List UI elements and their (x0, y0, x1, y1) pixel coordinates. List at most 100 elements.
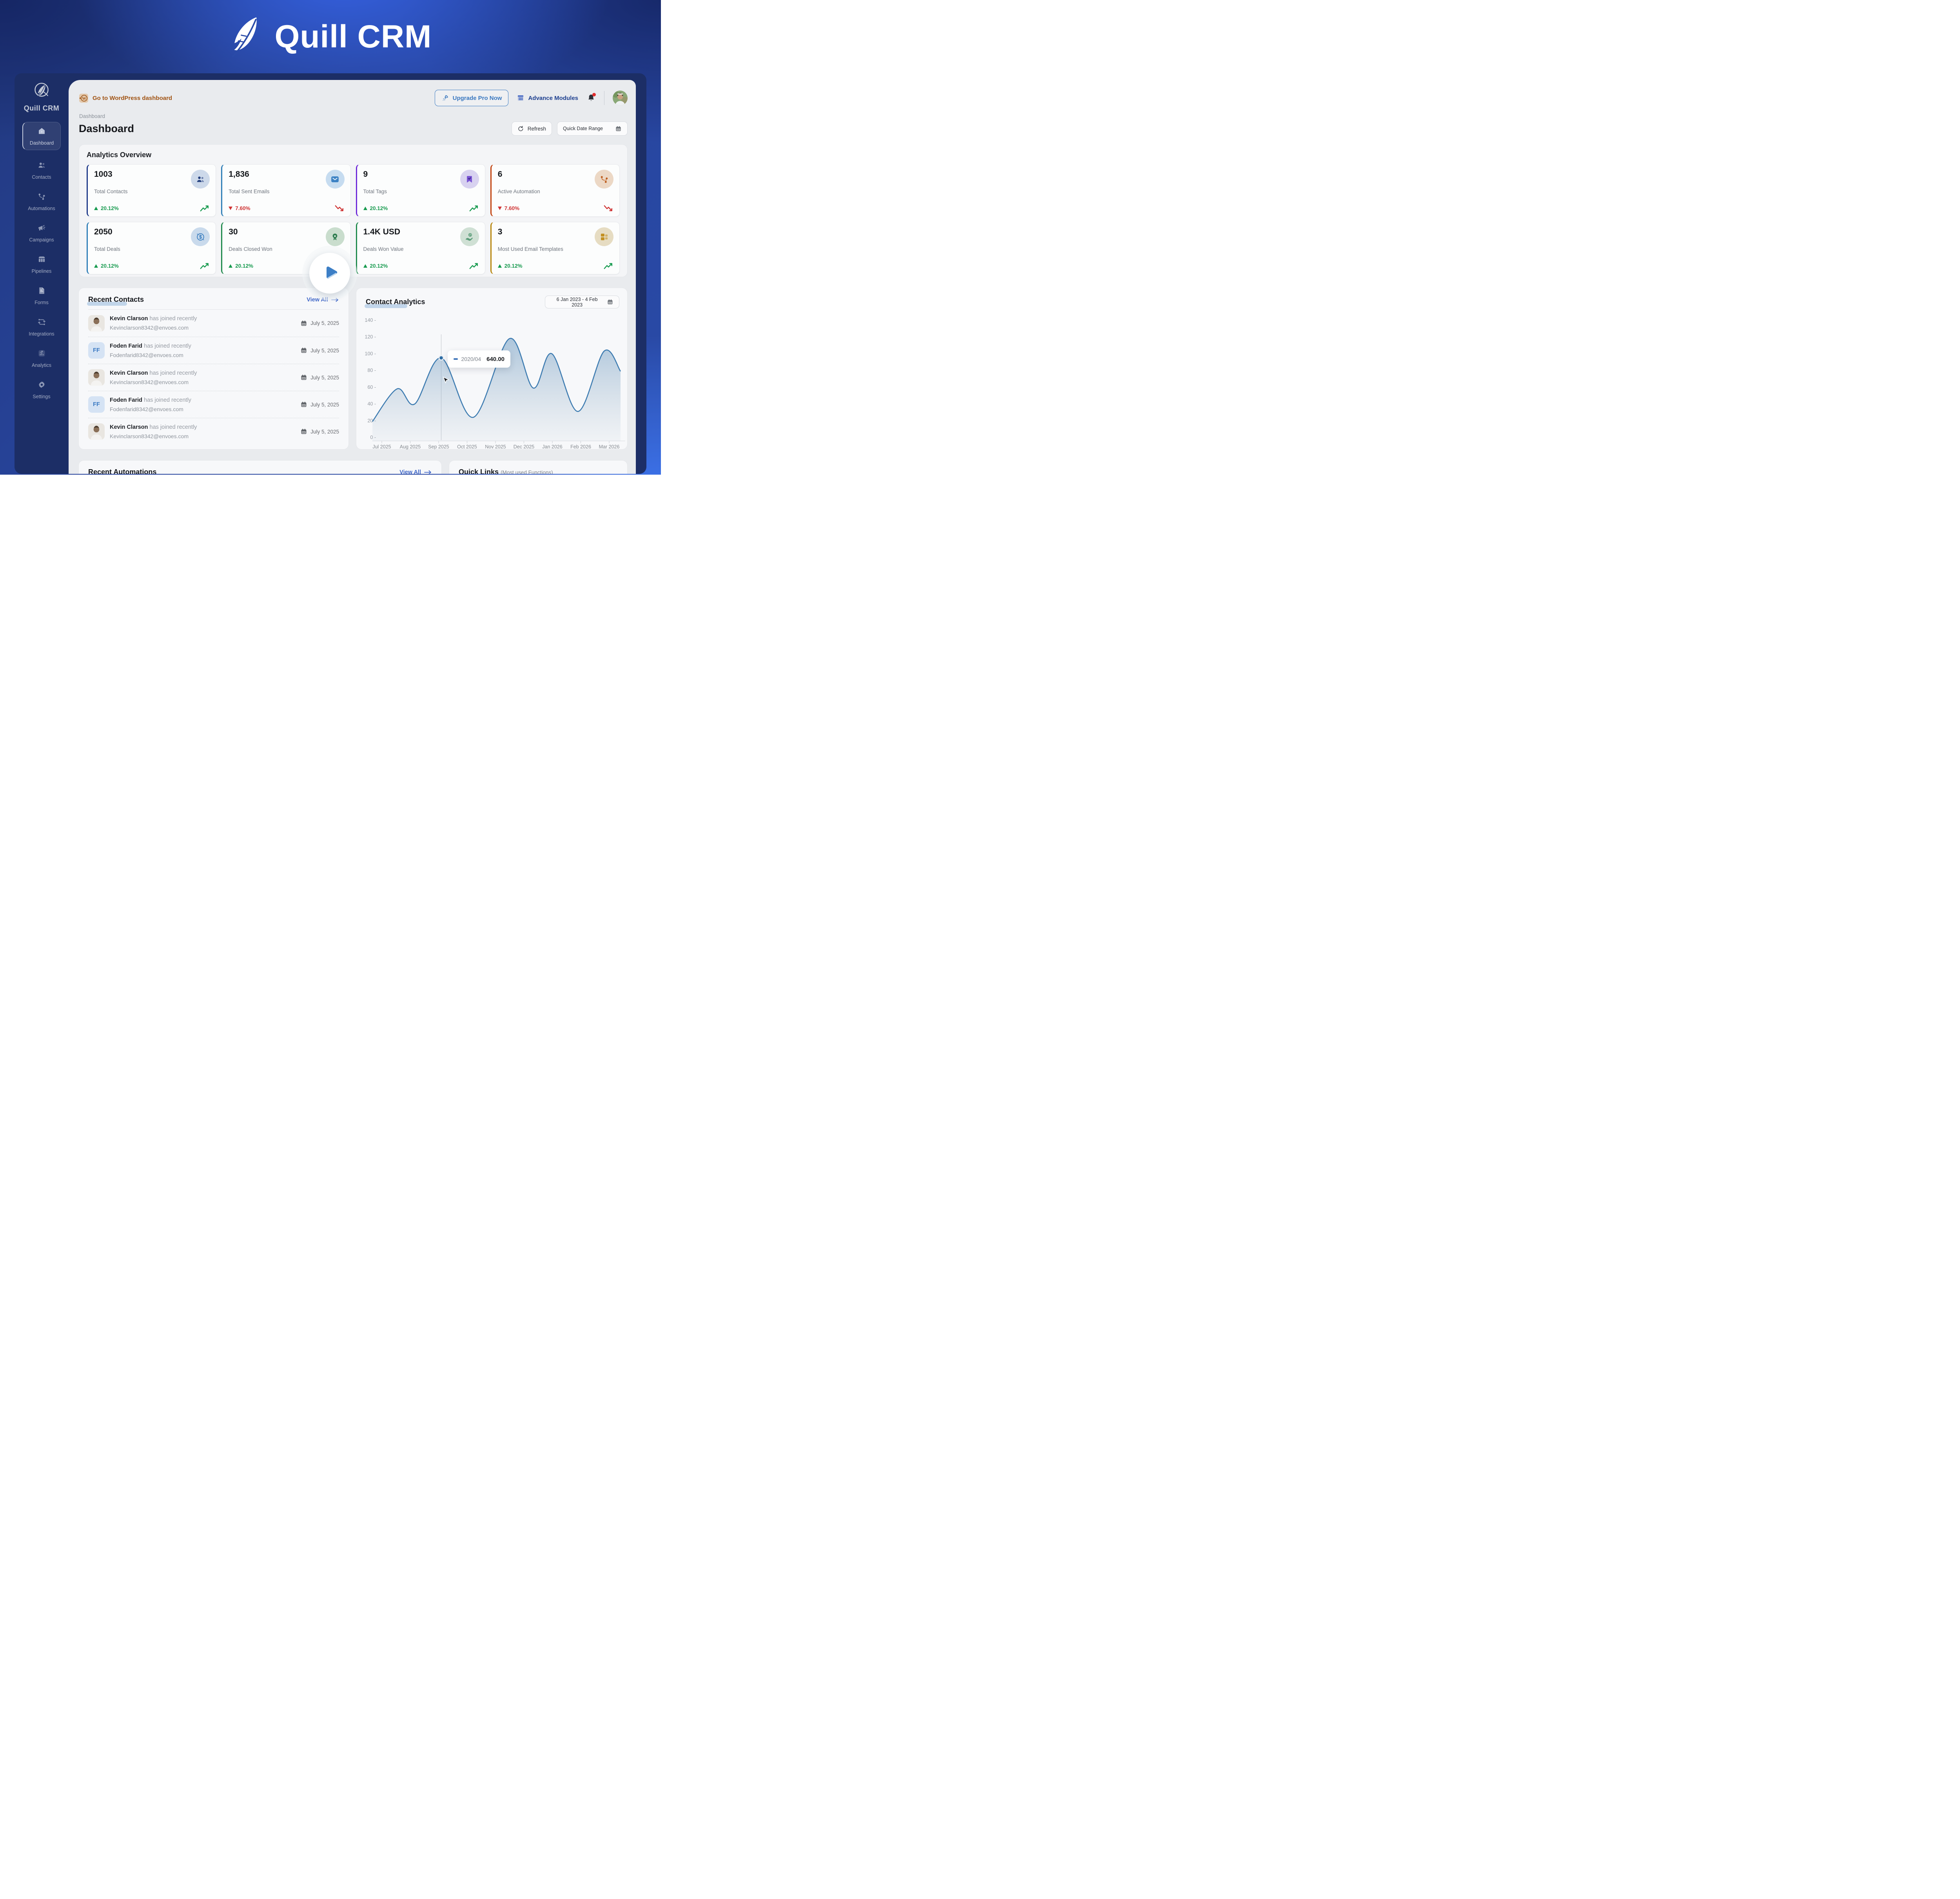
sidebar-item-label: Pipelines (31, 268, 52, 274)
play-button[interactable] (309, 253, 350, 294)
contact-email: Kevinclarson8342@envoes.com (110, 433, 189, 439)
sidebar-item-automations[interactable]: Automations (22, 190, 61, 213)
trend-percent: 20.12% (504, 263, 523, 269)
users-icon (37, 161, 46, 172)
contact-name: Foden Farid has joined recently (110, 397, 191, 403)
calendar-icon (300, 428, 307, 435)
contact-row: FF Foden Farid has joined recently Fodenfa… (88, 391, 339, 418)
sidebar-item-label: Integrations (29, 331, 54, 337)
tooltip-series-marker (453, 358, 458, 360)
breadcrumb: Dashboard (79, 113, 105, 119)
wordpress-link-label: Go to WordPress dashboard (93, 94, 172, 102)
stat-card-total-contacts: 1003 Total Contacts 20.12% (87, 164, 216, 217)
contact-email: Fodenfarid8342@envoes.com (110, 406, 183, 412)
rocket-icon (442, 95, 448, 101)
quick-date-range-button[interactable]: Quick Date Range (557, 122, 628, 136)
hand-coins-icon (460, 227, 479, 246)
contact-avatar-photo (88, 423, 105, 440)
quick-date-range-label: Quick Date Range (563, 126, 603, 131)
svg-text:Feb 2026: Feb 2026 (570, 444, 591, 450)
stat-value: 1.4K USD (363, 227, 401, 236)
sidebar: Quill CRM Dashboard Contacts Automations Ca… (15, 73, 69, 474)
stat-value: 2050 (94, 227, 113, 236)
stat-card-active-automation: 6 Active Automation 7.60% (490, 164, 620, 217)
file-text-icon (37, 286, 46, 297)
sidebar-item-settings[interactable]: Settings (22, 379, 61, 401)
trend-percent: 7.60% (504, 205, 520, 211)
dollar-circle-icon (191, 227, 210, 246)
sidebar-item-label: Analytics (31, 363, 52, 368)
tooltip-label: 2020/04 (461, 356, 481, 363)
wordpress-dashboard-link[interactable]: W Go to WordPress dashboard (79, 93, 172, 103)
refresh-label: Refresh (527, 125, 546, 132)
quick-links-subtitle: (Most used Functions) (501, 470, 553, 474)
home-icon (37, 127, 46, 138)
svg-text:60 -: 60 - (367, 385, 376, 390)
sidebar-item-label: Dashboard (29, 140, 54, 146)
sidebar-item-dashboard[interactable]: Dashboard (22, 122, 61, 150)
contact-email: Kevinclarson8342@envoes.com (110, 325, 189, 331)
megaphone-icon (37, 223, 46, 234)
sidebar-item-analytics[interactable]: Analytics (22, 347, 61, 370)
stat-card-deals-won-value: 1.4K USD Deals Won Value 20.12% (356, 222, 485, 274)
brand-title: Quill CRM (274, 19, 432, 54)
refresh-icon (518, 125, 523, 131)
video-play-overlay[interactable] (302, 246, 357, 301)
trend-down-arrow-icon (335, 205, 344, 212)
sidebar-item-label: Contacts (32, 174, 51, 180)
svg-text:Sep 2025: Sep 2025 (428, 444, 449, 450)
sidebar-item-campaigns[interactable]: Campaigns (22, 222, 61, 244)
sidebar-item-forms[interactable]: Forms (22, 285, 61, 307)
svg-text:80 -: 80 - (367, 368, 376, 373)
svg-text:Mar 2026: Mar 2026 (599, 444, 620, 450)
sidebar-item-pipelines[interactable]: Pipelines (22, 253, 61, 276)
title-actions: Refresh Quick Date Range (511, 122, 628, 136)
stat-card-total-tags: 9 Total Tags 20.12% (356, 164, 485, 217)
notifications-bell-button[interactable] (586, 93, 596, 103)
stat-label: Total Deals (94, 246, 120, 252)
sidebar-item-contacts[interactable]: Contacts (22, 159, 61, 181)
trend-up-arrow-icon (200, 263, 209, 269)
sidebar-item-label: Forms (34, 300, 49, 305)
trend-up-triangle-icon (363, 264, 367, 268)
trend-percent: 20.12% (370, 263, 388, 269)
trend-percent: 20.12% (370, 205, 388, 211)
upgrade-pro-button[interactable]: Upgrade Pro Now (434, 90, 509, 106)
analytics-overview-panel: Analytics Overview 1003 Total Contacts 20.… (79, 144, 628, 277)
svg-text:Jan 2026: Jan 2026 (542, 444, 562, 450)
stat-label: Active Automation (497, 189, 540, 194)
main-content: W Go to WordPress dashboard Upgrade Pro (69, 80, 636, 474)
contact-rows: Kevin Clarson has joined recently Kevincl… (88, 310, 339, 445)
recent-contacts-header: Recent Contacts View All (87, 288, 339, 306)
svg-text:Oct 2025: Oct 2025 (457, 444, 477, 450)
automations-view-all-link[interactable]: View All (399, 469, 432, 474)
chart-date-range-button[interactable]: 6 Jan 2023 - 4 Feb 2023 (545, 296, 619, 308)
title-underline (365, 304, 407, 308)
stat-value: 1003 (94, 170, 113, 179)
svg-text:100 -: 100 - (365, 351, 376, 356)
topbar-right: Upgrade Pro Now Advance Modules (434, 90, 628, 106)
share-icon (595, 170, 613, 189)
stat-label: Deals Closed Won (229, 246, 272, 252)
user-avatar[interactable] (613, 91, 628, 105)
contact-date: July 5, 2025 (300, 347, 339, 354)
quick-links-title: Quick Links (Most used Functions) (459, 468, 553, 474)
feather-circle-icon (34, 83, 49, 98)
trend-up-triangle-icon (229, 264, 233, 268)
users-icon (191, 170, 210, 189)
stat-cards-grid: 1003 Total Contacts 20.12% 1,836 Total Sent … (87, 164, 620, 274)
stat-card-total-deals: 2050 Total Deals 20.12% (87, 222, 216, 274)
refresh-button[interactable]: Refresh (511, 122, 552, 136)
contact-analytics-chart[interactable]: 0 -20 -40 -60 -80 -100 -120 -140 -Jul 20… (356, 288, 627, 450)
svg-text:140 -: 140 - (365, 317, 376, 323)
advance-modules-button[interactable]: Advance Modules (517, 94, 578, 102)
sidebar-item-integrations[interactable]: Integrations (22, 316, 61, 338)
contact-analytics-title: Contact Analytics (365, 298, 425, 308)
mouse-cursor (443, 377, 449, 384)
trend-down-triangle-icon (497, 207, 502, 210)
svg-text:Jul 2025: Jul 2025 (372, 444, 391, 450)
advance-modules-label: Advance Modules (528, 94, 578, 102)
notification-dot (592, 93, 596, 96)
contact-analytics-header: Contact Analytics 6 Jan 2023 - 4 Feb 202… (356, 288, 627, 308)
stat-value: 1,836 (229, 170, 249, 179)
